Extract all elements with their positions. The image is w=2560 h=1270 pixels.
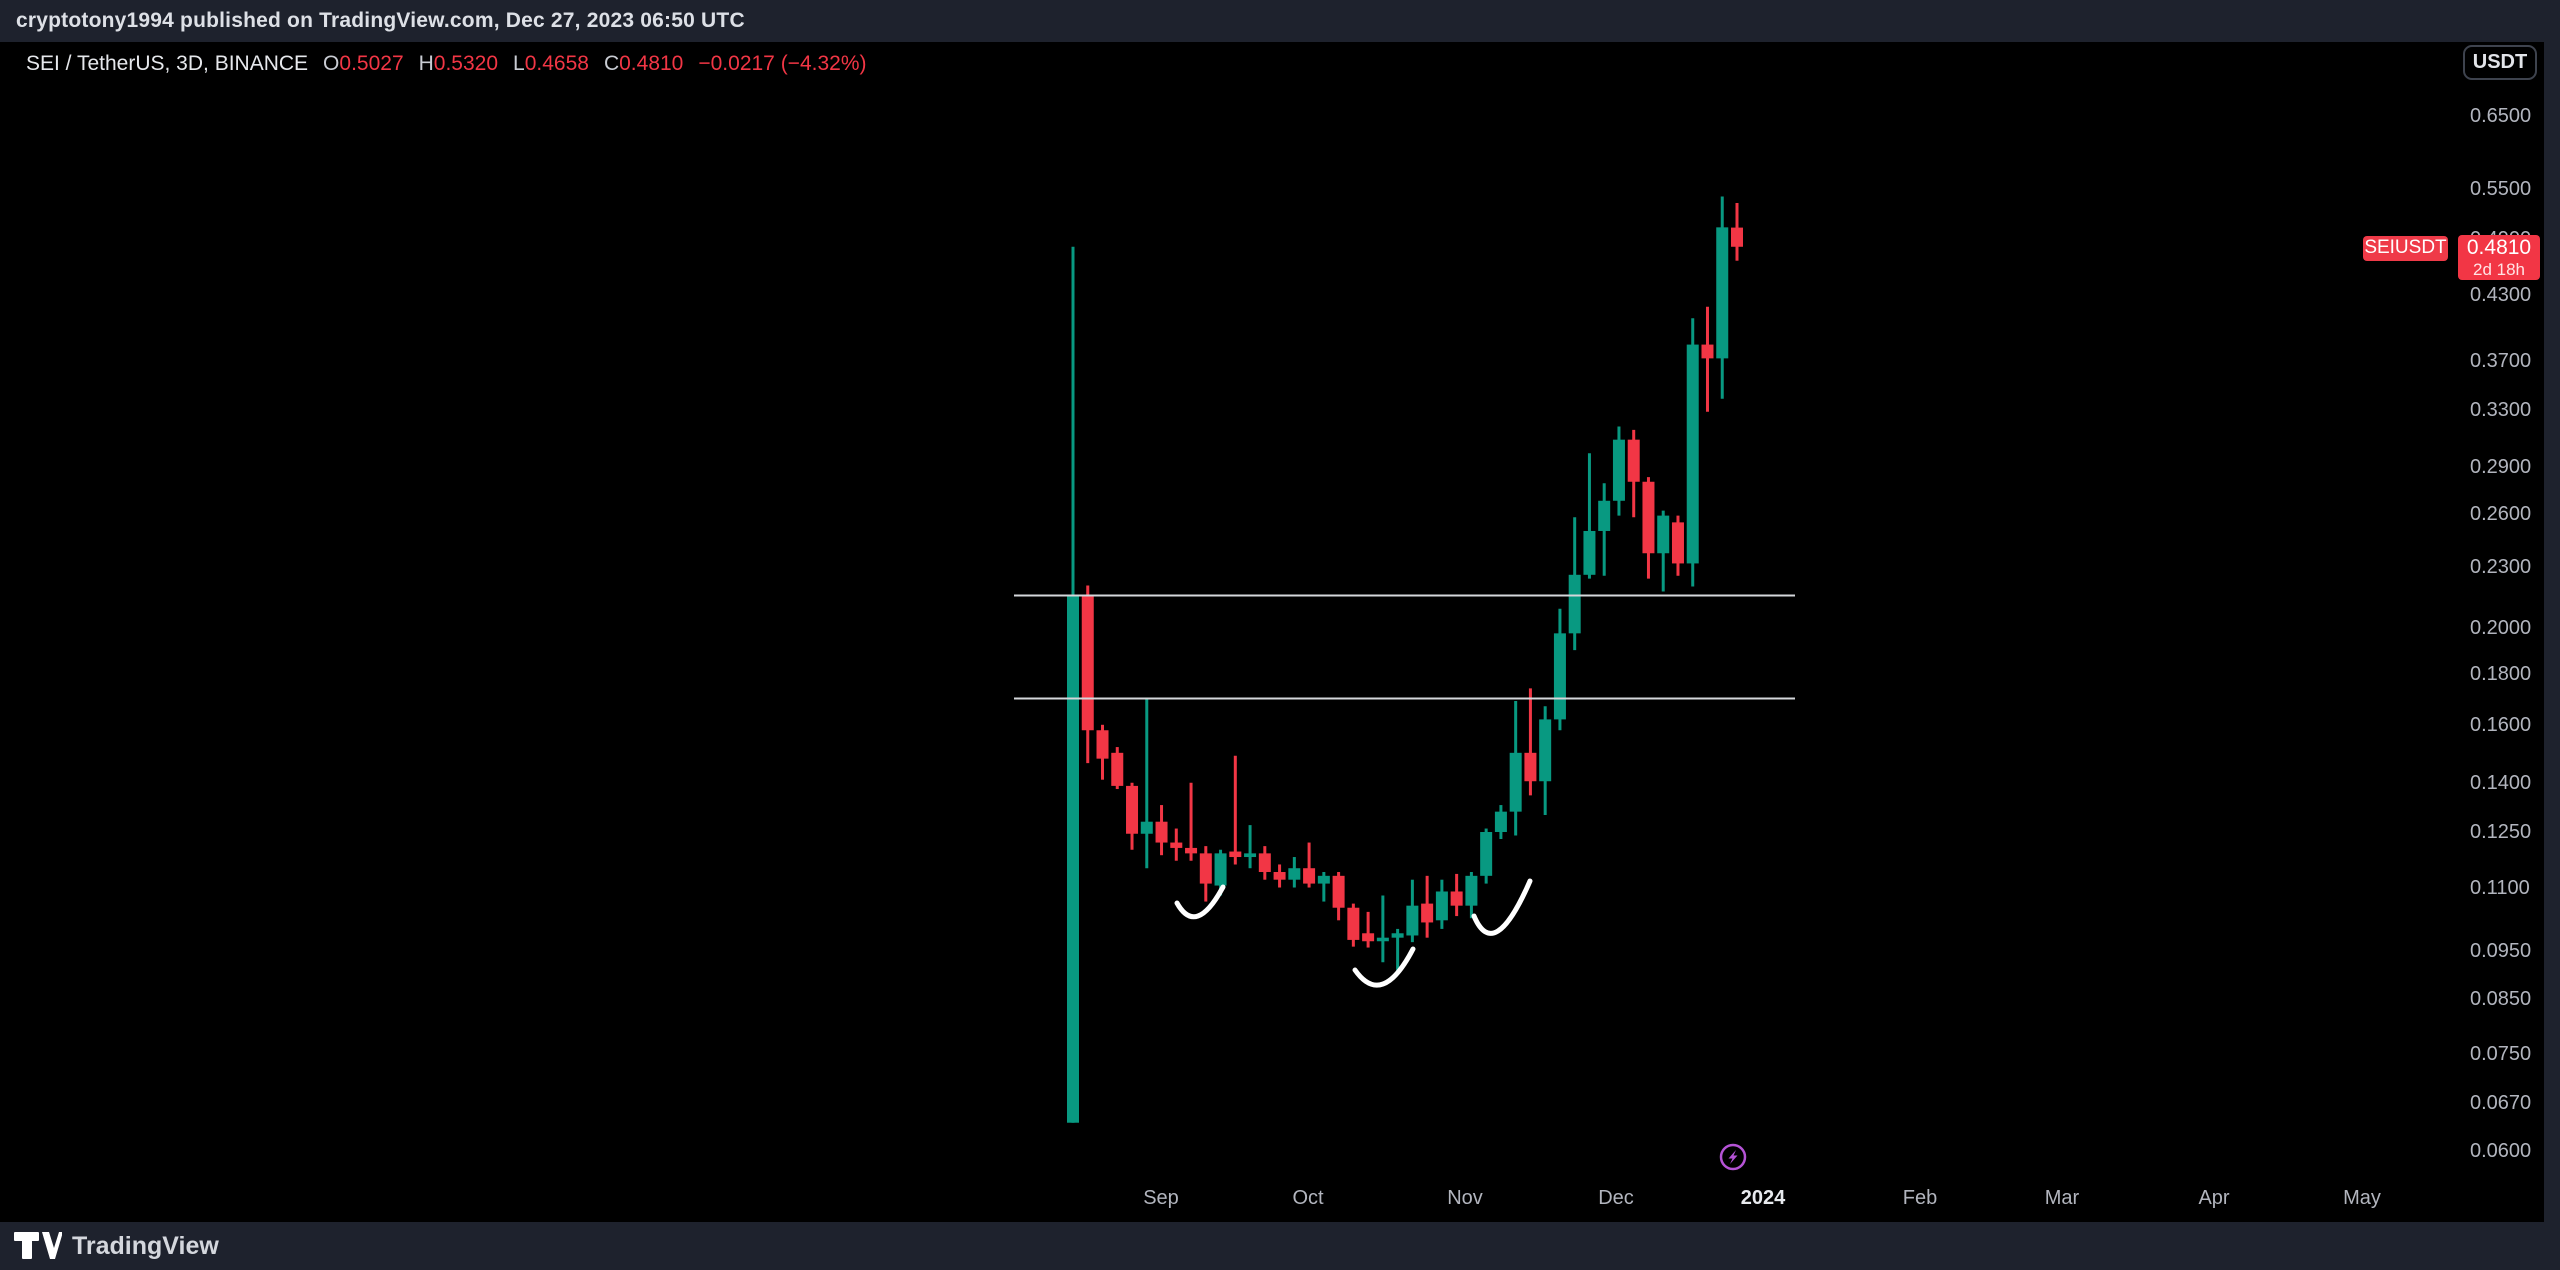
price-tick-label: 0.2900 — [2470, 455, 2532, 478]
time-axis-month-label: Nov — [1447, 1187, 1483, 1209]
price-tick-label: 0.1600 — [2470, 713, 2532, 736]
time-axis-month-label: Apr — [2198, 1187, 2230, 1209]
symbol-tag: SEIUSDT — [2363, 235, 2448, 261]
price-tick-label: 0.1250 — [2470, 821, 2532, 843]
time-axis-month-label: Mar — [2044, 1187, 2080, 1209]
tradingview-logo-icon[interactable] — [14, 1231, 62, 1261]
ohlc-low: L0.4658 — [513, 52, 589, 75]
price-tick-label: 0.1800 — [2470, 662, 2532, 685]
time-axis-year-label: 2024 — [1740, 1187, 1786, 1209]
footer-bar: TradingView — [0, 1222, 2560, 1270]
price-tick-label: 0.3300 — [2470, 399, 2532, 422]
publish-bar: cryptotony1994 published on TradingView.… — [0, 0, 2560, 42]
ohlc-open: O0.5027 — [323, 52, 404, 75]
price-tick-label: 0.6500 — [2470, 105, 2532, 127]
price-tick-label: 0.2600 — [2470, 502, 2532, 525]
ohlc-high: H0.5320 — [418, 52, 499, 75]
price-tick-label: 0.1100 — [2470, 876, 2530, 899]
publish-info: cryptotony1994 published on TradingView.… — [16, 9, 745, 32]
price-tick-label: 0.5500 — [2470, 177, 2532, 200]
price-tick-label: 0.0950 — [2470, 940, 2532, 963]
price-tick-label: 0.2300 — [2470, 556, 2532, 579]
price-tick-label: 0.0850 — [2470, 988, 2532, 1011]
chart-legend[interactable]: SEI / TetherUS, 3D, BINANCE O0.5027 H0.5… — [26, 52, 866, 76]
price-tick-label: 0.0670 — [2470, 1091, 2532, 1114]
time-axis-month-label: Sep — [1143, 1187, 1179, 1209]
price-tick-label: 0.0600 — [2470, 1139, 2532, 1162]
change-readout: −0.0217 (−4.32%) — [698, 52, 867, 75]
currency-toggle-button[interactable]: USDT — [2463, 45, 2537, 80]
bar-countdown: 2d 18h — [2473, 259, 2525, 279]
last-price-value: 0.4810 — [2466, 235, 2532, 259]
price-tick-label: 0.3700 — [2470, 349, 2532, 372]
symbol-title: SEI / TetherUS, 3D, BINANCE — [26, 52, 309, 75]
price-tick-label: 0.4300 — [2470, 284, 2532, 307]
price-tick-label: 0.1400 — [2470, 771, 2532, 794]
time-axis-month-label: Feb — [1902, 1187, 1938, 1209]
time-axis-month-label: Oct — [1292, 1187, 1324, 1209]
price-countdown-box: 0.4810 2d 18h — [2458, 234, 2540, 280]
time-axis-month-label: Dec — [1598, 1187, 1634, 1209]
price-tick-label: 0.0750 — [2470, 1042, 2532, 1065]
time-axis-month-label: May — [2343, 1187, 2381, 1209]
ohlc-close: C0.4810 — [603, 52, 684, 75]
price-tick-label: 0.2000 — [2470, 616, 2532, 639]
chart-pane[interactable] — [0, 42, 2544, 1222]
tradingview-wordmark[interactable]: TradingView — [72, 1231, 219, 1260]
